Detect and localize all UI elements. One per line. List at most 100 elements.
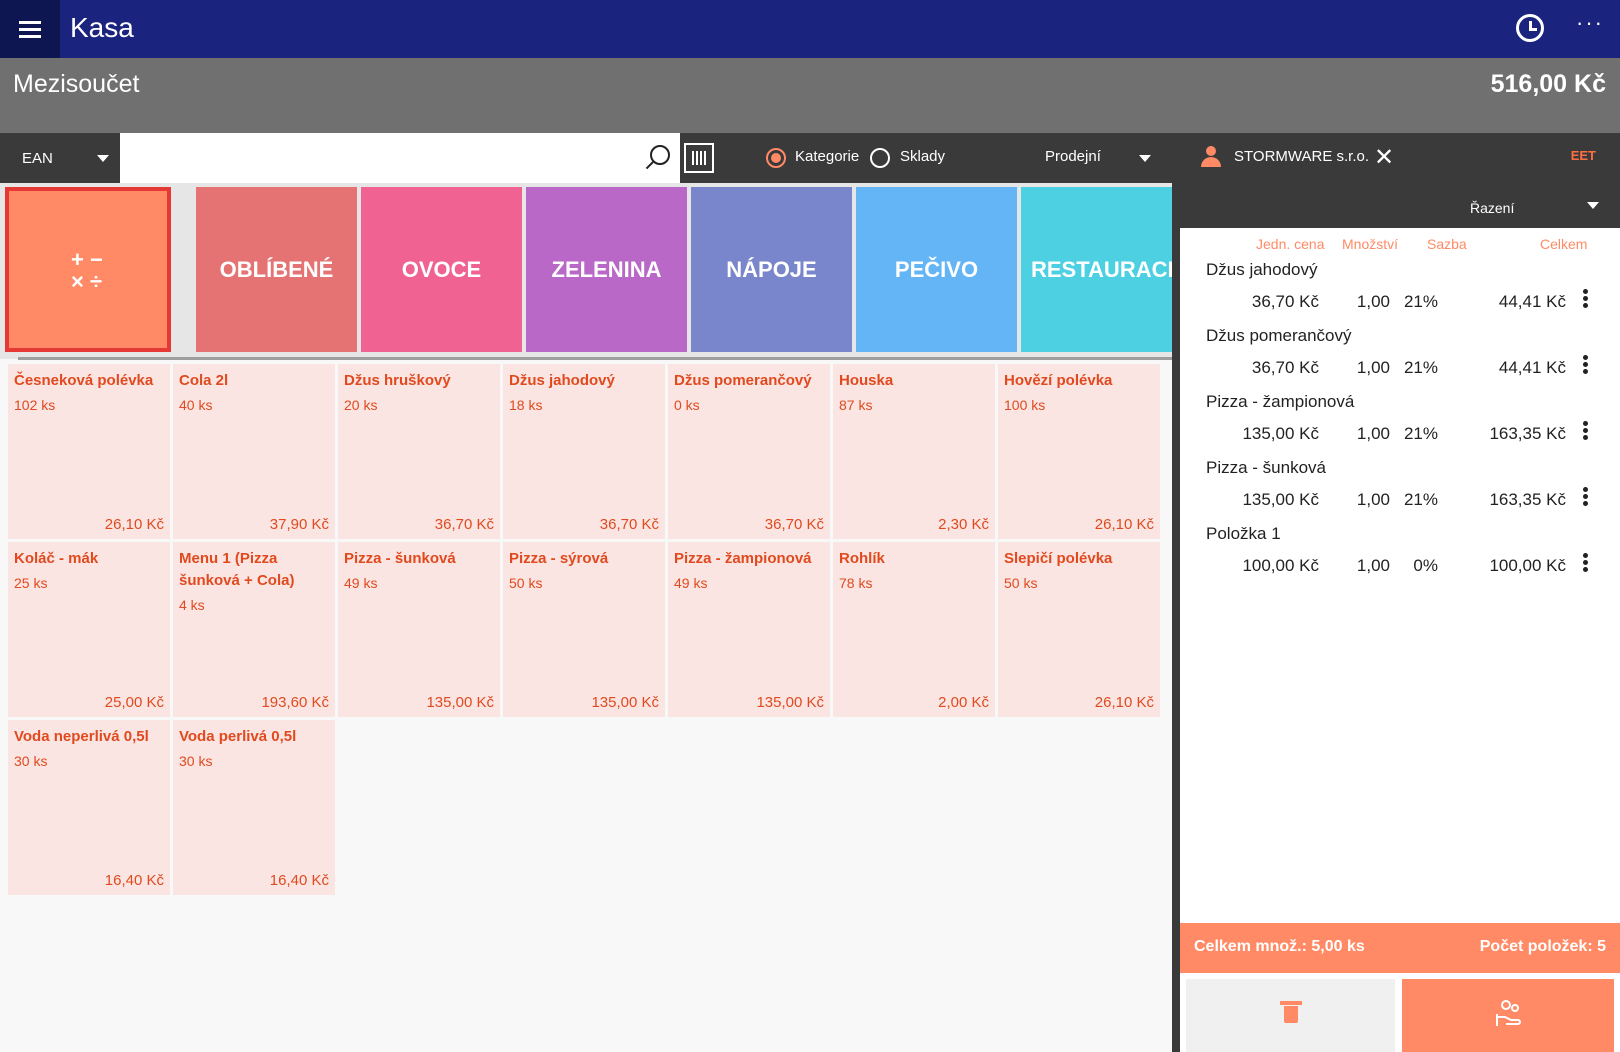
product-stock: 50 ks [1004, 575, 1038, 591]
eet-label[interactable]: EET [1570, 148, 1596, 163]
product-name: Voda neperlivá 0,5l [14, 728, 149, 745]
product-tile[interactable]: Cola 2l 40 ks 37,90 Kč [173, 364, 335, 539]
product-info: Rohlík 78 ks [839, 548, 991, 594]
category-tile[interactable]: NÁPOJE [691, 187, 852, 352]
customer-name[interactable]: STORMWARE s.r.o. [1234, 148, 1370, 165]
cart-item-unit-price: 135,00 Kč [1242, 490, 1319, 509]
product-info: Džus pomerančový 0 ks [674, 370, 826, 416]
category-tile[interactable]: PEČIVO [856, 187, 1017, 352]
cart-item-quantity: 1,00 [1356, 358, 1390, 377]
product-name: Pizza - žampionová [674, 550, 812, 567]
product-tile[interactable]: Voda perlivá 0,5l 30 ks 16,40 Kč [173, 720, 335, 895]
product-info: Koláč - mák 25 ks [14, 548, 166, 594]
category-tile[interactable]: OBLÍBENÉ [196, 187, 357, 352]
cart-item-name: Džus jahodový [1206, 260, 1318, 279]
search-mode-label: EAN [22, 149, 53, 167]
search-mode-select[interactable]: EAN [0, 133, 120, 183]
search-field[interactable] [120, 133, 630, 183]
kebab-menu-icon[interactable] [1583, 419, 1589, 442]
pay-button[interactable] [1402, 979, 1614, 1052]
chevron-down-icon[interactable] [1139, 155, 1151, 162]
summary-count: Počet položek: 5 [1479, 938, 1606, 955]
category-label: PEČIVO [894, 256, 979, 282]
product-tile[interactable]: Pizza - žampionová 49 ks 135,00 Kč [668, 542, 830, 717]
cart-item-name: Pizza - žampionová [1206, 392, 1355, 411]
product-info: Cola 2l 40 ks [179, 370, 331, 416]
product-name: Slepičí polévka [1004, 550, 1113, 567]
clock-icon[interactable] [1516, 14, 1544, 42]
sort-label[interactable]: Řazení [1470, 200, 1515, 216]
price-list-select[interactable]: Prodejní [1045, 148, 1101, 165]
product-price: 36,70 Kč [764, 516, 824, 533]
kebab-menu-icon[interactable] [1583, 551, 1589, 574]
cart-summary: Celkem množ.: 5,00 ks Počet položek: 5 [1180, 923, 1620, 973]
product-name: Koláč - mák [14, 550, 99, 567]
kebab-menu-icon[interactable] [1583, 485, 1589, 508]
product-tile[interactable]: Koláč - mák 25 ks 25,00 Kč [8, 542, 170, 717]
product-tile[interactable]: Džus hruškový 20 ks 36,70 Kč [338, 364, 500, 539]
radio-kategorie-label[interactable]: Kategorie [795, 148, 860, 165]
product-tile[interactable]: Hovězí polévka 100 ks 26,10 Kč [998, 364, 1160, 539]
radio-sklady[interactable] [870, 148, 890, 168]
subtotal-value: 516,00 Kč [1490, 70, 1606, 98]
product-stock: 25 ks [14, 575, 48, 591]
product-stock: 0 ks [674, 397, 700, 413]
app-title: Kasa [70, 12, 134, 43]
product-name: Voda perlivá 0,5l [179, 728, 297, 745]
radio-sklady-label[interactable]: Sklady [900, 148, 946, 165]
product-tile[interactable]: Pizza - šunková 49 ks 135,00 Kč [338, 542, 500, 717]
kebab-menu-icon[interactable] [1583, 353, 1589, 376]
product-tile[interactable]: Menu 1 (Pizza šunková + Cola) 4 ks 193,60 … [173, 542, 335, 717]
radio-kategorie[interactable] [766, 148, 786, 168]
search-icon[interactable] [650, 145, 670, 165]
cart-item-total: 163,35 Kč [1489, 424, 1566, 443]
category-tile[interactable]: RESTAURACE [1021, 187, 1172, 352]
product-stock: 30 ks [179, 753, 213, 769]
cart-item-unit-price: 36,70 Kč [1251, 292, 1319, 311]
product-tile[interactable]: Houska 87 ks 2,30 Kč [833, 364, 995, 539]
product-name: Rohlík [839, 550, 885, 567]
category-tile[interactable]: ZELENINA [526, 187, 687, 352]
pay-hand-icon [1496, 1000, 1521, 1026]
product-info: Džus jahodový 18 ks [509, 370, 661, 416]
cart-item-quantity: 1,00 [1356, 490, 1390, 509]
delete-button[interactable] [1186, 979, 1395, 1052]
cart-item-unit-price: 36,70 Kč [1251, 358, 1319, 377]
more-options-icon[interactable]: ··· [1576, 10, 1604, 35]
search-input[interactable] [120, 133, 680, 183]
chevron-down-icon [97, 155, 109, 162]
product-stock: 49 ks [344, 575, 378, 591]
product-name: Menu 1 (Pizza šunková + Cola) [179, 550, 295, 589]
cart-item-total: 44,41 Kč [1498, 292, 1566, 311]
chevron-down-icon[interactable] [1587, 202, 1599, 209]
cart-panel: Řazení Jedn. cena Množství Sazba Celkem … [1180, 183, 1620, 1052]
product-price: 26,10 Kč [1094, 516, 1154, 533]
product-tile[interactable]: Česneková polévka 102 ks 26,10 Kč [8, 364, 170, 539]
subtotal-bar: Mezisoučet 516,00 Kč [0, 58, 1620, 133]
panel-divider [1172, 183, 1180, 1052]
kebab-menu-icon[interactable] [1583, 287, 1589, 310]
product-stock: 78 ks [839, 575, 873, 591]
product-price: 37,90 Kč [269, 516, 329, 533]
barcode-scan-icon[interactable] [684, 143, 714, 173]
sort-bar[interactable]: Řazení [1180, 183, 1620, 228]
product-tile[interactable]: Pizza - sýrová 50 ks 135,00 Kč [503, 542, 665, 717]
header-quantity: Množství [1342, 236, 1399, 252]
product-price: 2,00 Kč [938, 694, 989, 711]
product-price: 16,40 Kč [269, 872, 329, 889]
close-icon[interactable]: ✕ [1374, 144, 1395, 171]
product-stock: 30 ks [14, 753, 48, 769]
cart-item-name: Pizza - šunková [1206, 458, 1326, 477]
cart-item-quantity: 1,00 [1356, 556, 1390, 575]
title-bar: Kasa ··· [0, 0, 1620, 58]
product-tile[interactable]: Voda neperlivá 0,5l 30 ks 16,40 Kč [8, 720, 170, 895]
product-tile[interactable]: Rohlík 78 ks 2,00 Kč [833, 542, 995, 717]
product-tile[interactable]: Džus pomerančový 0 ks 36,70 Kč [668, 364, 830, 539]
product-tile[interactable]: Slepičí polévka 50 ks 26,10 Kč [998, 542, 1160, 717]
header-rate: Sazba [1427, 236, 1467, 252]
hamburger-menu-button[interactable] [0, 0, 60, 58]
product-tile[interactable]: Džus jahodový 18 ks 36,70 Kč [503, 364, 665, 539]
calculator-button[interactable]: + − × ÷ [5, 187, 171, 352]
product-price: 2,30 Kč [938, 516, 989, 533]
category-tile[interactable]: OVOCE [361, 187, 522, 352]
